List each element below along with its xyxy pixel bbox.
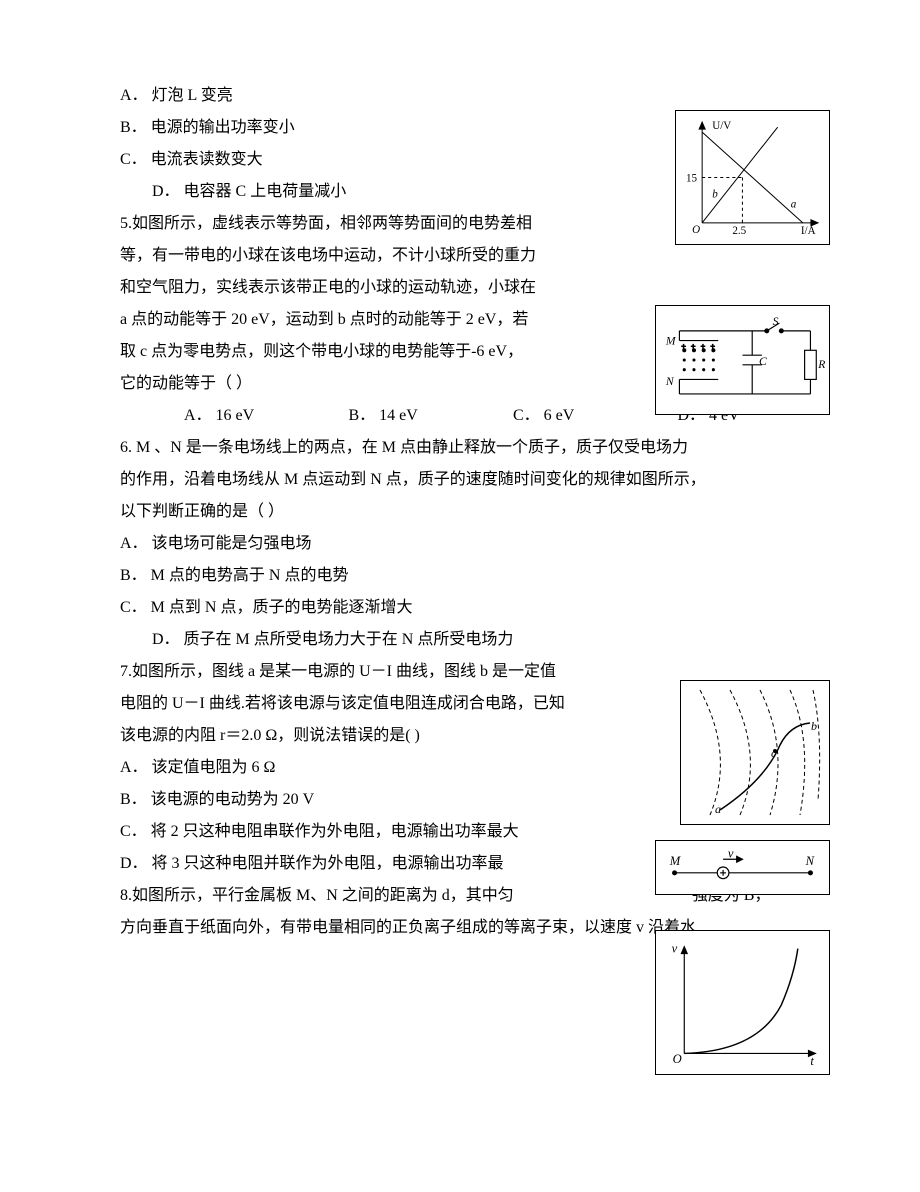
- q6-option-c: C． M 点到 N 点，质子的电势能逐渐增大: [120, 592, 810, 624]
- mn-label-v: v: [728, 846, 734, 860]
- uv-ylabel: U/V: [712, 120, 731, 132]
- prev-option-a: A． 灯泡 L 变亮: [120, 80, 810, 112]
- mn-svg: M N v: [660, 845, 825, 890]
- field-svg: a b c: [685, 685, 825, 820]
- vt-ylabel: v: [672, 942, 678, 956]
- uv-ytick: 15: [686, 173, 698, 185]
- q5-option-c: C． 6 eV: [481, 400, 646, 432]
- figure-circuit: + + + + M N S C R: [655, 305, 830, 415]
- svg-text:+: +: [691, 341, 695, 350]
- figure-equipotential: a b c: [680, 680, 830, 825]
- mn-label-n: N: [805, 854, 815, 868]
- uv-line-b-label: b: [712, 189, 718, 201]
- uv-line-a-label: a: [791, 199, 797, 211]
- uv-xlabel: I/A: [801, 225, 816, 237]
- mn-label-m: M: [669, 854, 682, 868]
- circuit-label-s: S: [773, 315, 779, 328]
- figure-mn-line: M N v: [655, 840, 830, 895]
- figure-vt-graph: v t O: [655, 930, 830, 1075]
- q5-stem-line: 和空气阻力，实线表示该带正电的小球的运动轨迹，小球在: [120, 272, 810, 304]
- field-point-c: [773, 749, 777, 753]
- vt-xlabel: t: [810, 1054, 814, 1068]
- circuit-label-r: R: [817, 358, 825, 371]
- figure-uv-graph: U/V 15 2.5 I/A O a b: [675, 110, 830, 245]
- q6-option-a: A． 该电场可能是匀强电场: [120, 528, 810, 560]
- uv-graph-svg: U/V 15 2.5 I/A O a b: [682, 117, 823, 238]
- q6-stem-line: 6. M 、N 是一条电场线上的两点，在 M 点由静止释放一个质子，质子仅受电场…: [120, 432, 810, 464]
- q6-option-b: B． M 点的电势高于 N 点的电势: [120, 560, 810, 592]
- svg-text:+: +: [710, 341, 714, 350]
- circuit-label-n: N: [665, 375, 675, 388]
- q5-option-a: A． 16 eV: [152, 400, 317, 432]
- q5-option-b: B． 14 eV: [317, 400, 482, 432]
- svg-text:+: +: [701, 341, 705, 350]
- circuit-svg: + + + + M N S C R: [660, 310, 825, 410]
- q6-stem-line: 以下判断正确的是（ ）: [120, 496, 810, 528]
- svg-text:+: +: [681, 341, 685, 350]
- field-label-a: a: [715, 802, 721, 816]
- q8-stem-part1: 8.如图所示，平行金属板 M、N 之间的距离为 d，其中匀: [120, 887, 514, 904]
- circuit-label-c: C: [759, 355, 767, 368]
- field-label-b: b: [811, 719, 817, 733]
- field-label-c: c: [771, 746, 777, 760]
- uv-origin: O: [692, 224, 700, 236]
- vt-svg: v t O: [660, 935, 825, 1070]
- uv-xtick: 2.5: [732, 225, 746, 237]
- vt-origin: O: [673, 1052, 682, 1066]
- q6-option-d: D． 质子在 M 点所受电场力大于在 N 点所受电场力: [120, 624, 810, 656]
- circuit-label-m: M: [665, 334, 677, 347]
- q6-stem-line: 的作用，沿着电场线从 M 点运动到 N 点，质子的速度随时间变化的规律如图所示，: [120, 464, 810, 496]
